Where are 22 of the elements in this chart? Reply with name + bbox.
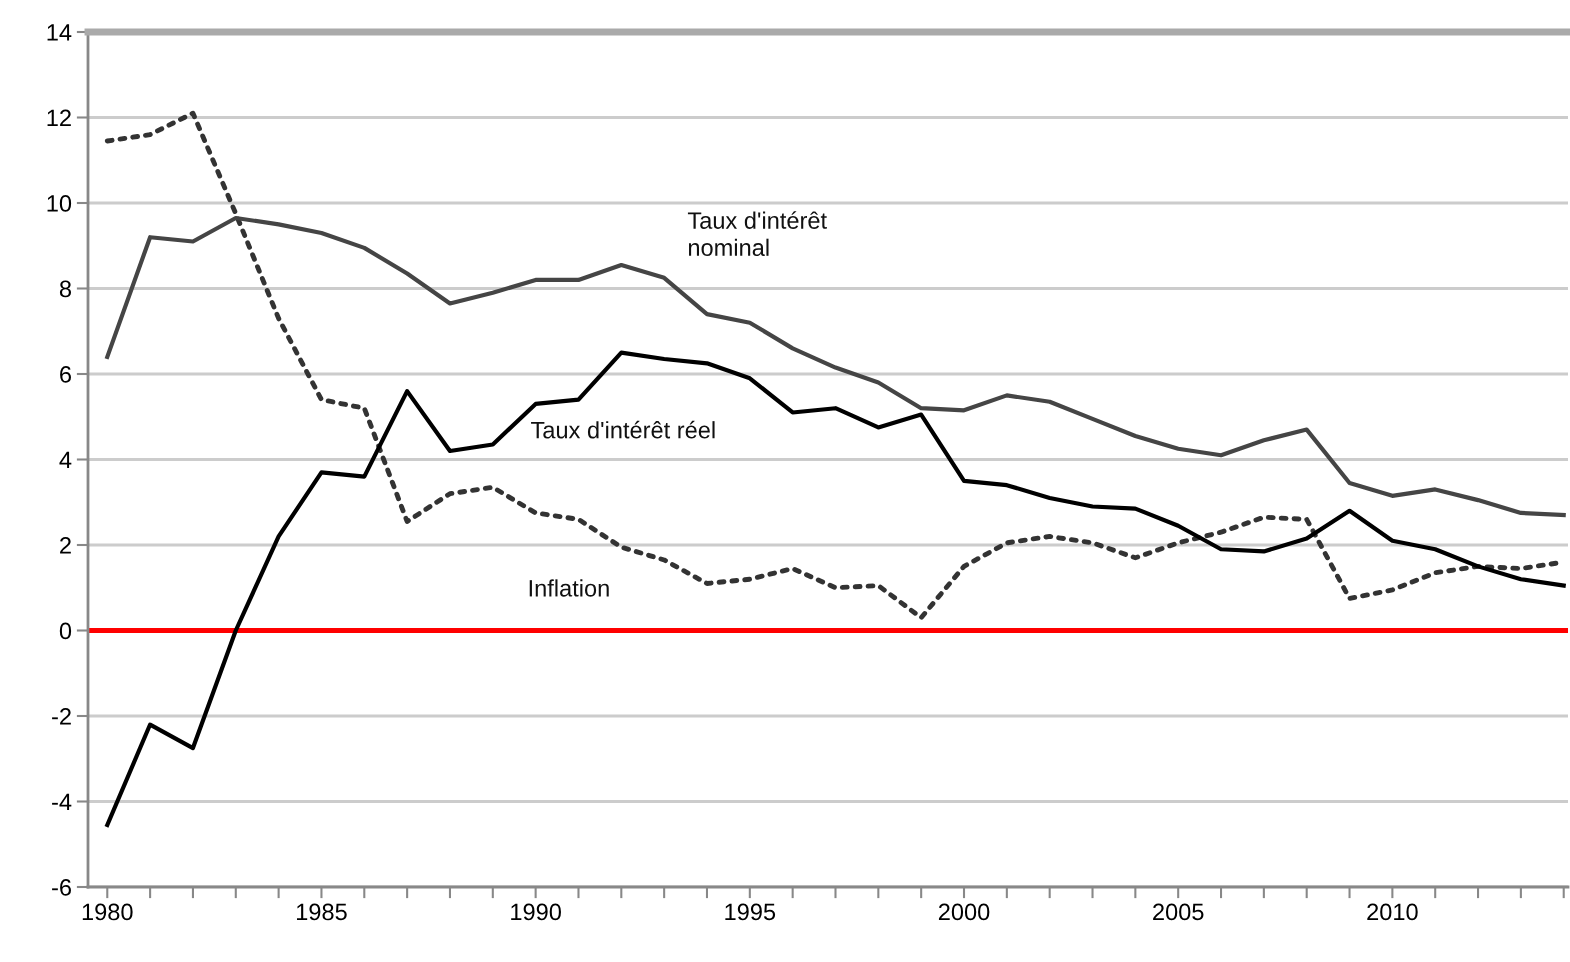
y-tick-label: 0 — [59, 622, 72, 640]
x-tick-label: 1990 — [511, 903, 561, 921]
y-tick-label: 14 — [47, 24, 72, 41]
x-tick-label: 1985 — [297, 903, 347, 921]
series-label: Taux d'intérêt réel — [531, 420, 715, 439]
y-tick-label: 6 — [60, 366, 71, 383]
y-tick-label: 12 — [47, 109, 71, 127]
y-tick-label: 10 — [47, 195, 72, 212]
x-tick-label: 1980 — [82, 903, 133, 921]
y-tick-label: 2 — [60, 537, 71, 554]
line-series — [105, 350, 1566, 828]
y-tick-label: -4 — [52, 793, 72, 811]
x-tick-label: 2010 — [1367, 903, 1418, 921]
y-tick-label: 4 — [59, 451, 72, 469]
y-tick-label: 8 — [59, 280, 71, 298]
y-tick-label: -2 — [52, 708, 71, 725]
x-tick-label: 2005 — [1153, 903, 1204, 921]
y-tick-label: -6 — [52, 879, 71, 896]
series-label: Inflation — [529, 579, 609, 597]
x-tick-label: 2000 — [938, 903, 990, 921]
x-tick-label: 1995 — [725, 903, 776, 921]
series-label: Taux d'intérêt nominal — [687, 211, 827, 257]
